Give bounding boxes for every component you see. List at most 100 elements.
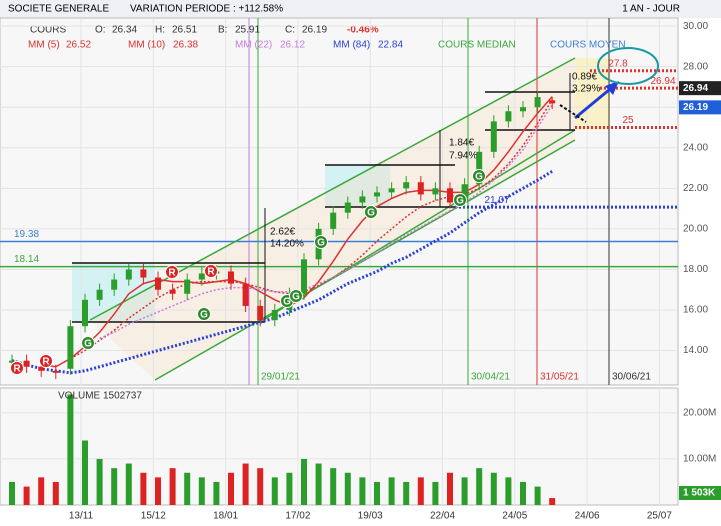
legend-name: MM (84) bbox=[333, 40, 370, 51]
date-marker-label: 30/06/21 bbox=[612, 372, 651, 383]
signal bbox=[39, 354, 53, 368]
volume-bar bbox=[169, 468, 176, 505]
volume-bar bbox=[315, 463, 322, 505]
annotation: 7.94% bbox=[449, 151, 477, 162]
volume-bar bbox=[38, 477, 45, 505]
y-tick-label: 20.00M bbox=[683, 408, 716, 419]
volume-bar bbox=[96, 458, 103, 505]
y-tick-label: 22.00 bbox=[683, 183, 708, 194]
signal-label: G bbox=[84, 339, 92, 350]
legend-name: MM (22) bbox=[235, 40, 272, 51]
signal bbox=[197, 307, 211, 321]
signal-label: R bbox=[207, 267, 215, 278]
volume-bar bbox=[82, 440, 88, 505]
candle-body bbox=[67, 326, 74, 369]
candle-body bbox=[534, 97, 541, 108]
date-marker-label: 29/01/21 bbox=[261, 372, 300, 383]
annotation: 1.84€ bbox=[449, 138, 474, 149]
candle-body bbox=[38, 366, 45, 371]
y-tick-label: 30.00 bbox=[683, 21, 708, 32]
volume-bar bbox=[271, 477, 278, 505]
volume-bar bbox=[301, 458, 307, 505]
signal-label: G bbox=[456, 196, 464, 207]
x-tick-label: 18/01 bbox=[213, 511, 238, 522]
volume-bar bbox=[417, 477, 424, 505]
candle-body bbox=[505, 111, 512, 122]
level-label: 26.94 bbox=[650, 76, 675, 87]
signal bbox=[472, 169, 486, 183]
y-tick-label: 10.00M bbox=[683, 454, 716, 465]
volume-value: 1502737 bbox=[103, 391, 142, 402]
title: SOCIETE GENERALE bbox=[8, 4, 109, 15]
volume-bar bbox=[198, 477, 205, 505]
x-tick-label: 17/02 bbox=[285, 511, 310, 522]
period: 1 AN - JOUR bbox=[622, 4, 680, 15]
x-tick-label: 22/04 bbox=[430, 511, 455, 522]
y-tick-label: 18.00 bbox=[683, 264, 708, 275]
projection-arrow bbox=[559, 104, 587, 123]
volume-bar bbox=[534, 486, 541, 505]
signal bbox=[453, 193, 467, 207]
signal-label: G bbox=[367, 208, 375, 219]
level-label: 21.07 bbox=[484, 195, 509, 206]
level-label: 25 bbox=[622, 115, 634, 126]
date-marker-label: 31/05/21 bbox=[540, 372, 579, 383]
zone bbox=[325, 165, 390, 207]
value-box-label: 26.19 bbox=[683, 102, 708, 113]
candle-body bbox=[198, 273, 205, 280]
signal bbox=[314, 235, 328, 249]
volume-bar bbox=[432, 481, 439, 505]
volume-bar bbox=[330, 468, 337, 505]
ohlc-label: O: bbox=[95, 25, 106, 36]
volume-bar bbox=[476, 468, 483, 505]
candle-body bbox=[490, 121, 497, 152]
candle-body bbox=[242, 283, 249, 306]
signal bbox=[364, 205, 378, 219]
signal-label: G bbox=[292, 292, 300, 303]
candle-body bbox=[388, 188, 395, 193]
signal-label: G bbox=[200, 310, 208, 321]
candle-body bbox=[432, 188, 439, 195]
legend-name: COURS MOYEN bbox=[550, 40, 626, 51]
volume-bar bbox=[9, 481, 15, 505]
level-label: 27.8 bbox=[608, 58, 628, 69]
volume-bar bbox=[359, 477, 366, 505]
volume-bar bbox=[67, 394, 74, 505]
annotation: 14.20% bbox=[270, 239, 304, 250]
ohlc-label: H: bbox=[155, 25, 165, 36]
y-tick-label: 28.00 bbox=[683, 61, 708, 72]
volume-bar bbox=[257, 468, 264, 505]
volume-bar bbox=[374, 481, 380, 505]
value-box-label: 1 503K bbox=[683, 488, 716, 499]
date-marker-label: 30/04/21 bbox=[471, 372, 510, 383]
level-label: 19.38 bbox=[14, 229, 39, 240]
ma-line bbox=[70, 99, 553, 360]
legend-name: COURS MEDIAN bbox=[438, 40, 516, 51]
volume-bar bbox=[549, 498, 556, 505]
candle-body bbox=[359, 196, 366, 203]
projection-arrow bbox=[574, 83, 616, 120]
variation: VARIATION PERIODE : +112.58% bbox=[130, 4, 283, 15]
y-tick-label: 16.00 bbox=[683, 305, 708, 316]
x-tick-label: 24/06 bbox=[575, 511, 600, 522]
y-tick-label: 14.00 bbox=[683, 345, 708, 356]
volume-bar bbox=[125, 463, 132, 505]
legend-value: 26.38 bbox=[173, 40, 198, 51]
volume-name: VOLUME bbox=[58, 391, 101, 402]
ohlc-label: C: bbox=[285, 25, 295, 36]
volume-bar bbox=[242, 463, 249, 505]
candle-body bbox=[461, 184, 468, 203]
channel-line bbox=[259, 129, 576, 323]
legend-value: 26.12 bbox=[280, 40, 305, 51]
volume-bar bbox=[403, 481, 410, 505]
legend-value: 22.84 bbox=[378, 40, 403, 51]
candle-body bbox=[23, 360, 30, 367]
volume-bar bbox=[111, 468, 118, 505]
volume-bar bbox=[155, 477, 161, 505]
value-box bbox=[679, 100, 721, 115]
candle-body bbox=[125, 269, 132, 280]
candle-body bbox=[447, 188, 453, 203]
candle-body bbox=[301, 259, 307, 294]
volume-bar bbox=[505, 477, 512, 505]
signal bbox=[204, 264, 218, 278]
